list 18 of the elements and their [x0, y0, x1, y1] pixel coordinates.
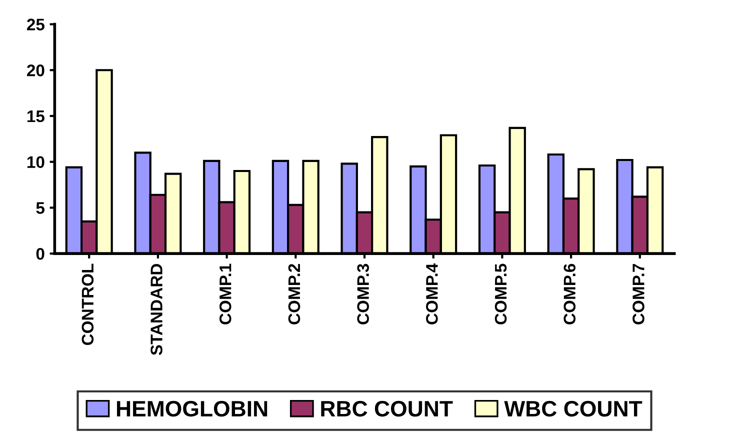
legend-label: WBC COUNT [504, 400, 642, 417]
x-tick-label: COMP.4 [426, 263, 438, 324]
y-tick-label: 5 [36, 202, 44, 214]
x-tick-label: COMP.6 [564, 264, 576, 324]
y-tick-label: 10 [27, 156, 44, 168]
x-tick-label: CONTROL [82, 264, 94, 346]
y-tick-label: 25 [26, 18, 44, 30]
y-tick-label: 15 [27, 110, 44, 122]
legend-label: RBC COUNT [321, 400, 453, 417]
x-tick-label: COMP.3 [357, 264, 369, 324]
legend-label: HEMOGLOBIN [116, 400, 268, 417]
x-tick-label: COMP.5 [494, 264, 507, 324]
x-tick-label: COMP.1 [219, 264, 232, 324]
y-tick-label: 20 [26, 64, 44, 76]
x-tick-label: STANDARD [150, 264, 162, 356]
x-tick-label: COMP.7 [632, 264, 644, 324]
y-tick-label: 0 [36, 248, 44, 260]
x-tick-label: COMP.2 [288, 264, 300, 324]
